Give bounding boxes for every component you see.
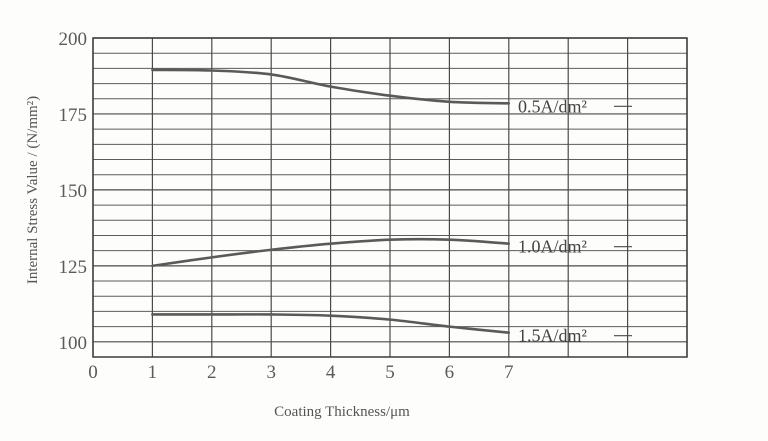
x-tick-label: 2: [207, 362, 217, 383]
series-label-1: 0.5A/dm²: [518, 96, 587, 116]
series-line-1: [151, 68, 511, 105]
grid: [92, 37, 688, 358]
x-tick-label: 1: [148, 362, 158, 383]
x-tick-label: 3: [266, 362, 276, 383]
series-label-2: 1.0A/dm²: [518, 237, 587, 257]
series-line-3: [151, 313, 511, 334]
series-label-3: 1.5A/dm²: [518, 326, 587, 346]
y-tick-label: 125: [59, 257, 88, 278]
x-tick-label: 6: [445, 362, 455, 383]
x-tick-label: 4: [326, 362, 336, 383]
x-tick-label: 5: [385, 362, 395, 383]
tick-labels: 0 1 2 3 4 5 6 7 100 125 150 175 200: [59, 29, 514, 383]
x-axis-title: Coating Thickness/μm: [274, 404, 410, 420]
x-tick-label: 0: [88, 362, 98, 383]
y-axis-title: Internal Stress Value / (N/mm²): [25, 96, 41, 284]
series-line-2: [151, 237, 511, 268]
x-tick-label: 7: [504, 362, 514, 383]
y-tick-label: 200: [59, 29, 88, 50]
plot-frame: [92, 37, 688, 358]
series-labels: 0.5A/dm² 1.0A/dm² 1.5A/dm²: [518, 96, 632, 346]
series-lines: [151, 68, 511, 334]
y-tick-label: 150: [59, 181, 88, 202]
y-tick-label: 175: [59, 105, 88, 126]
y-tick-label: 100: [59, 333, 88, 354]
